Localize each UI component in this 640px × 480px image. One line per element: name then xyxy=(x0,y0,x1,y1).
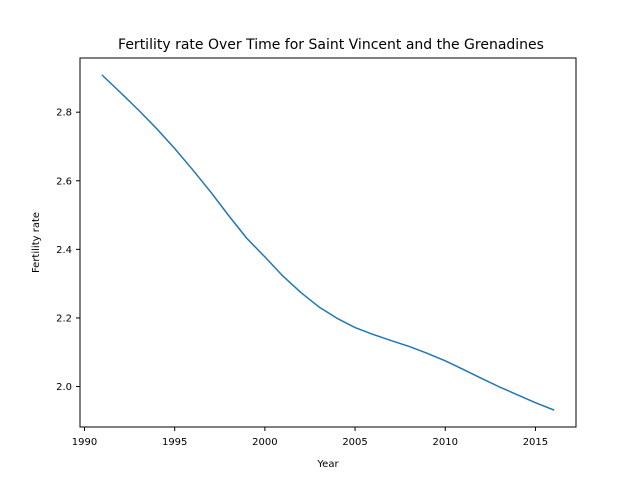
x-axis-ticks: 1990 1995 2000 2005 2010 2015 xyxy=(72,427,548,448)
data-point xyxy=(120,92,122,94)
data-point xyxy=(481,378,483,380)
x-tick-label: 2000 xyxy=(252,437,277,448)
data-point xyxy=(210,191,212,193)
data-point xyxy=(228,215,230,217)
data-point xyxy=(336,317,338,319)
data-point xyxy=(372,334,374,336)
x-tick-label: 1990 xyxy=(72,437,97,448)
data-point xyxy=(282,275,284,277)
y-tick-label: 2.6 xyxy=(56,176,72,187)
data-point xyxy=(444,360,446,362)
data-point xyxy=(553,409,555,411)
y-tick-label: 2.8 xyxy=(56,108,72,119)
x-tick-label: 2015 xyxy=(523,437,548,448)
plot-area xyxy=(101,74,555,411)
data-point xyxy=(192,169,194,171)
data-point xyxy=(138,109,140,111)
data-point xyxy=(499,386,501,388)
y-tick-label: 2.2 xyxy=(56,313,72,324)
data-point xyxy=(300,292,302,294)
data-point xyxy=(517,394,519,396)
data-point xyxy=(264,256,266,258)
series-line xyxy=(101,74,555,411)
chart-title: Fertility rate Over Time for Saint Vince… xyxy=(118,37,544,53)
data-point xyxy=(156,128,158,130)
x-tick-label: 2005 xyxy=(342,437,367,448)
data-point xyxy=(354,327,356,329)
data-point xyxy=(462,369,464,371)
data-point xyxy=(174,148,176,150)
y-axis-ticks: 2.0 2.2 2.4 2.6 2.8 xyxy=(56,108,80,393)
data-point xyxy=(408,346,410,348)
x-tick-label: 2010 xyxy=(433,437,458,448)
data-point xyxy=(318,306,320,308)
data-point xyxy=(102,75,104,77)
axes-frame xyxy=(79,57,577,428)
data-point xyxy=(246,238,248,240)
y-tick-label: 2.4 xyxy=(56,245,72,256)
data-point xyxy=(390,340,392,342)
x-tick-label: 1995 xyxy=(162,437,187,448)
y-axis-label: Fertility rate xyxy=(31,212,42,273)
x-axis-label: Year xyxy=(316,459,339,470)
data-point xyxy=(535,402,537,404)
data-point xyxy=(426,352,428,354)
y-tick-label: 2.0 xyxy=(56,382,72,393)
